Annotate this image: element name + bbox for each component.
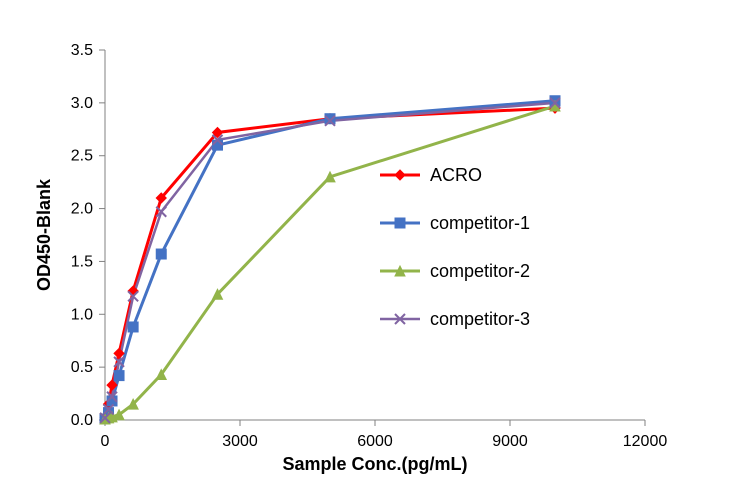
x-tick-label: 9000 xyxy=(492,433,528,450)
marker-square xyxy=(114,371,124,381)
y-tick-label: 1.5 xyxy=(71,253,93,270)
legend-label: competitor-3 xyxy=(430,309,530,329)
marker-square xyxy=(213,140,223,150)
x-tick-label: 12000 xyxy=(623,433,668,450)
marker-square xyxy=(156,249,166,259)
y-tick-label: 0.0 xyxy=(71,412,93,429)
legend-label: competitor-2 xyxy=(430,261,530,281)
x-tick-label: 6000 xyxy=(357,433,393,450)
x-tick-label: 0 xyxy=(101,433,110,450)
y-tick-label: 1.0 xyxy=(71,306,93,323)
chart-container: 0 3000 6000 9000 12000 0.0 0.5 1.0 1.5 2.0 2.5 3.0 3… xyxy=(0,0,736,501)
x-tick-label: 3000 xyxy=(222,433,258,450)
y-tick-label: 2.5 xyxy=(71,148,93,165)
line-chart: 0 3000 6000 9000 12000 0.0 0.5 1.0 1.5 2.0 2.5 3.0 3… xyxy=(0,0,736,501)
legend-label: ACRO xyxy=(430,165,482,185)
y-tick-label: 2.0 xyxy=(71,201,93,218)
x-axis-label: Sample Conc.(pg/mL) xyxy=(282,454,467,474)
legend-label: competitor-1 xyxy=(430,213,530,233)
y-axis-label: OD450-Blank xyxy=(34,178,54,291)
marker-square xyxy=(395,218,405,228)
marker-square xyxy=(128,322,138,332)
y-tick-label: 0.5 xyxy=(71,359,93,376)
y-tick-label: 3.0 xyxy=(71,95,93,112)
y-tick-label: 3.5 xyxy=(71,42,93,59)
